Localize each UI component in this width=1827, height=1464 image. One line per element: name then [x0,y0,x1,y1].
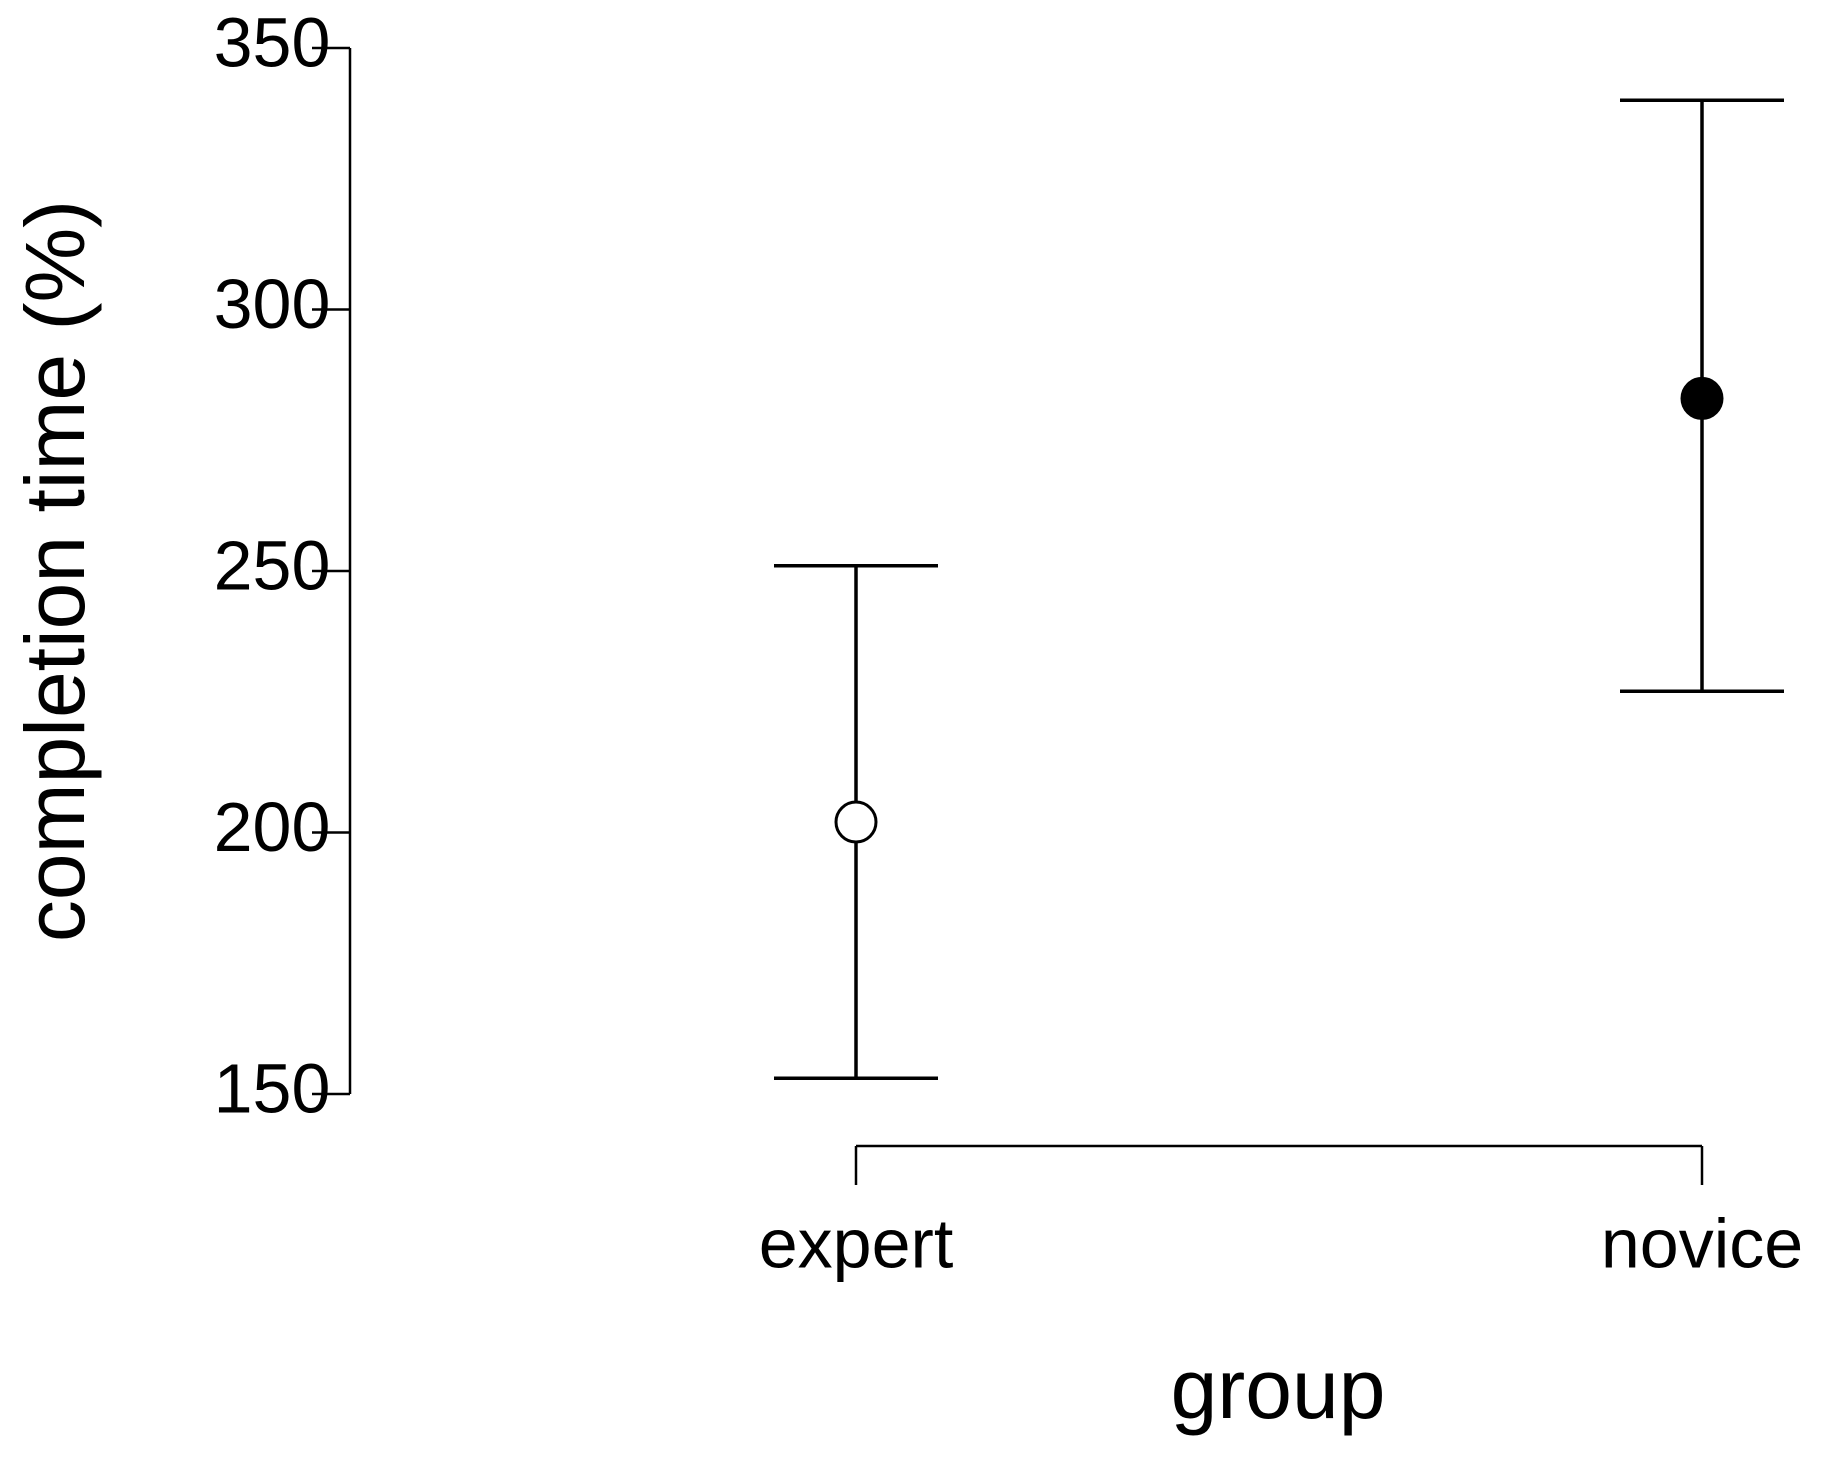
y-tick-label: 150 [214,1049,331,1127]
point [834,800,878,844]
y-tick-label: 250 [214,526,331,604]
y-tick-label: 200 [214,788,331,866]
x-tick-label: expert [759,1204,954,1282]
x-tick-label: novice [1601,1204,1803,1282]
x-axis-title: group [1171,1342,1386,1436]
y-axis-title: completion time (%) [8,200,102,942]
y-tick-label: 300 [214,265,331,343]
point [1680,376,1724,420]
y-tick-label: 350 [214,3,331,81]
